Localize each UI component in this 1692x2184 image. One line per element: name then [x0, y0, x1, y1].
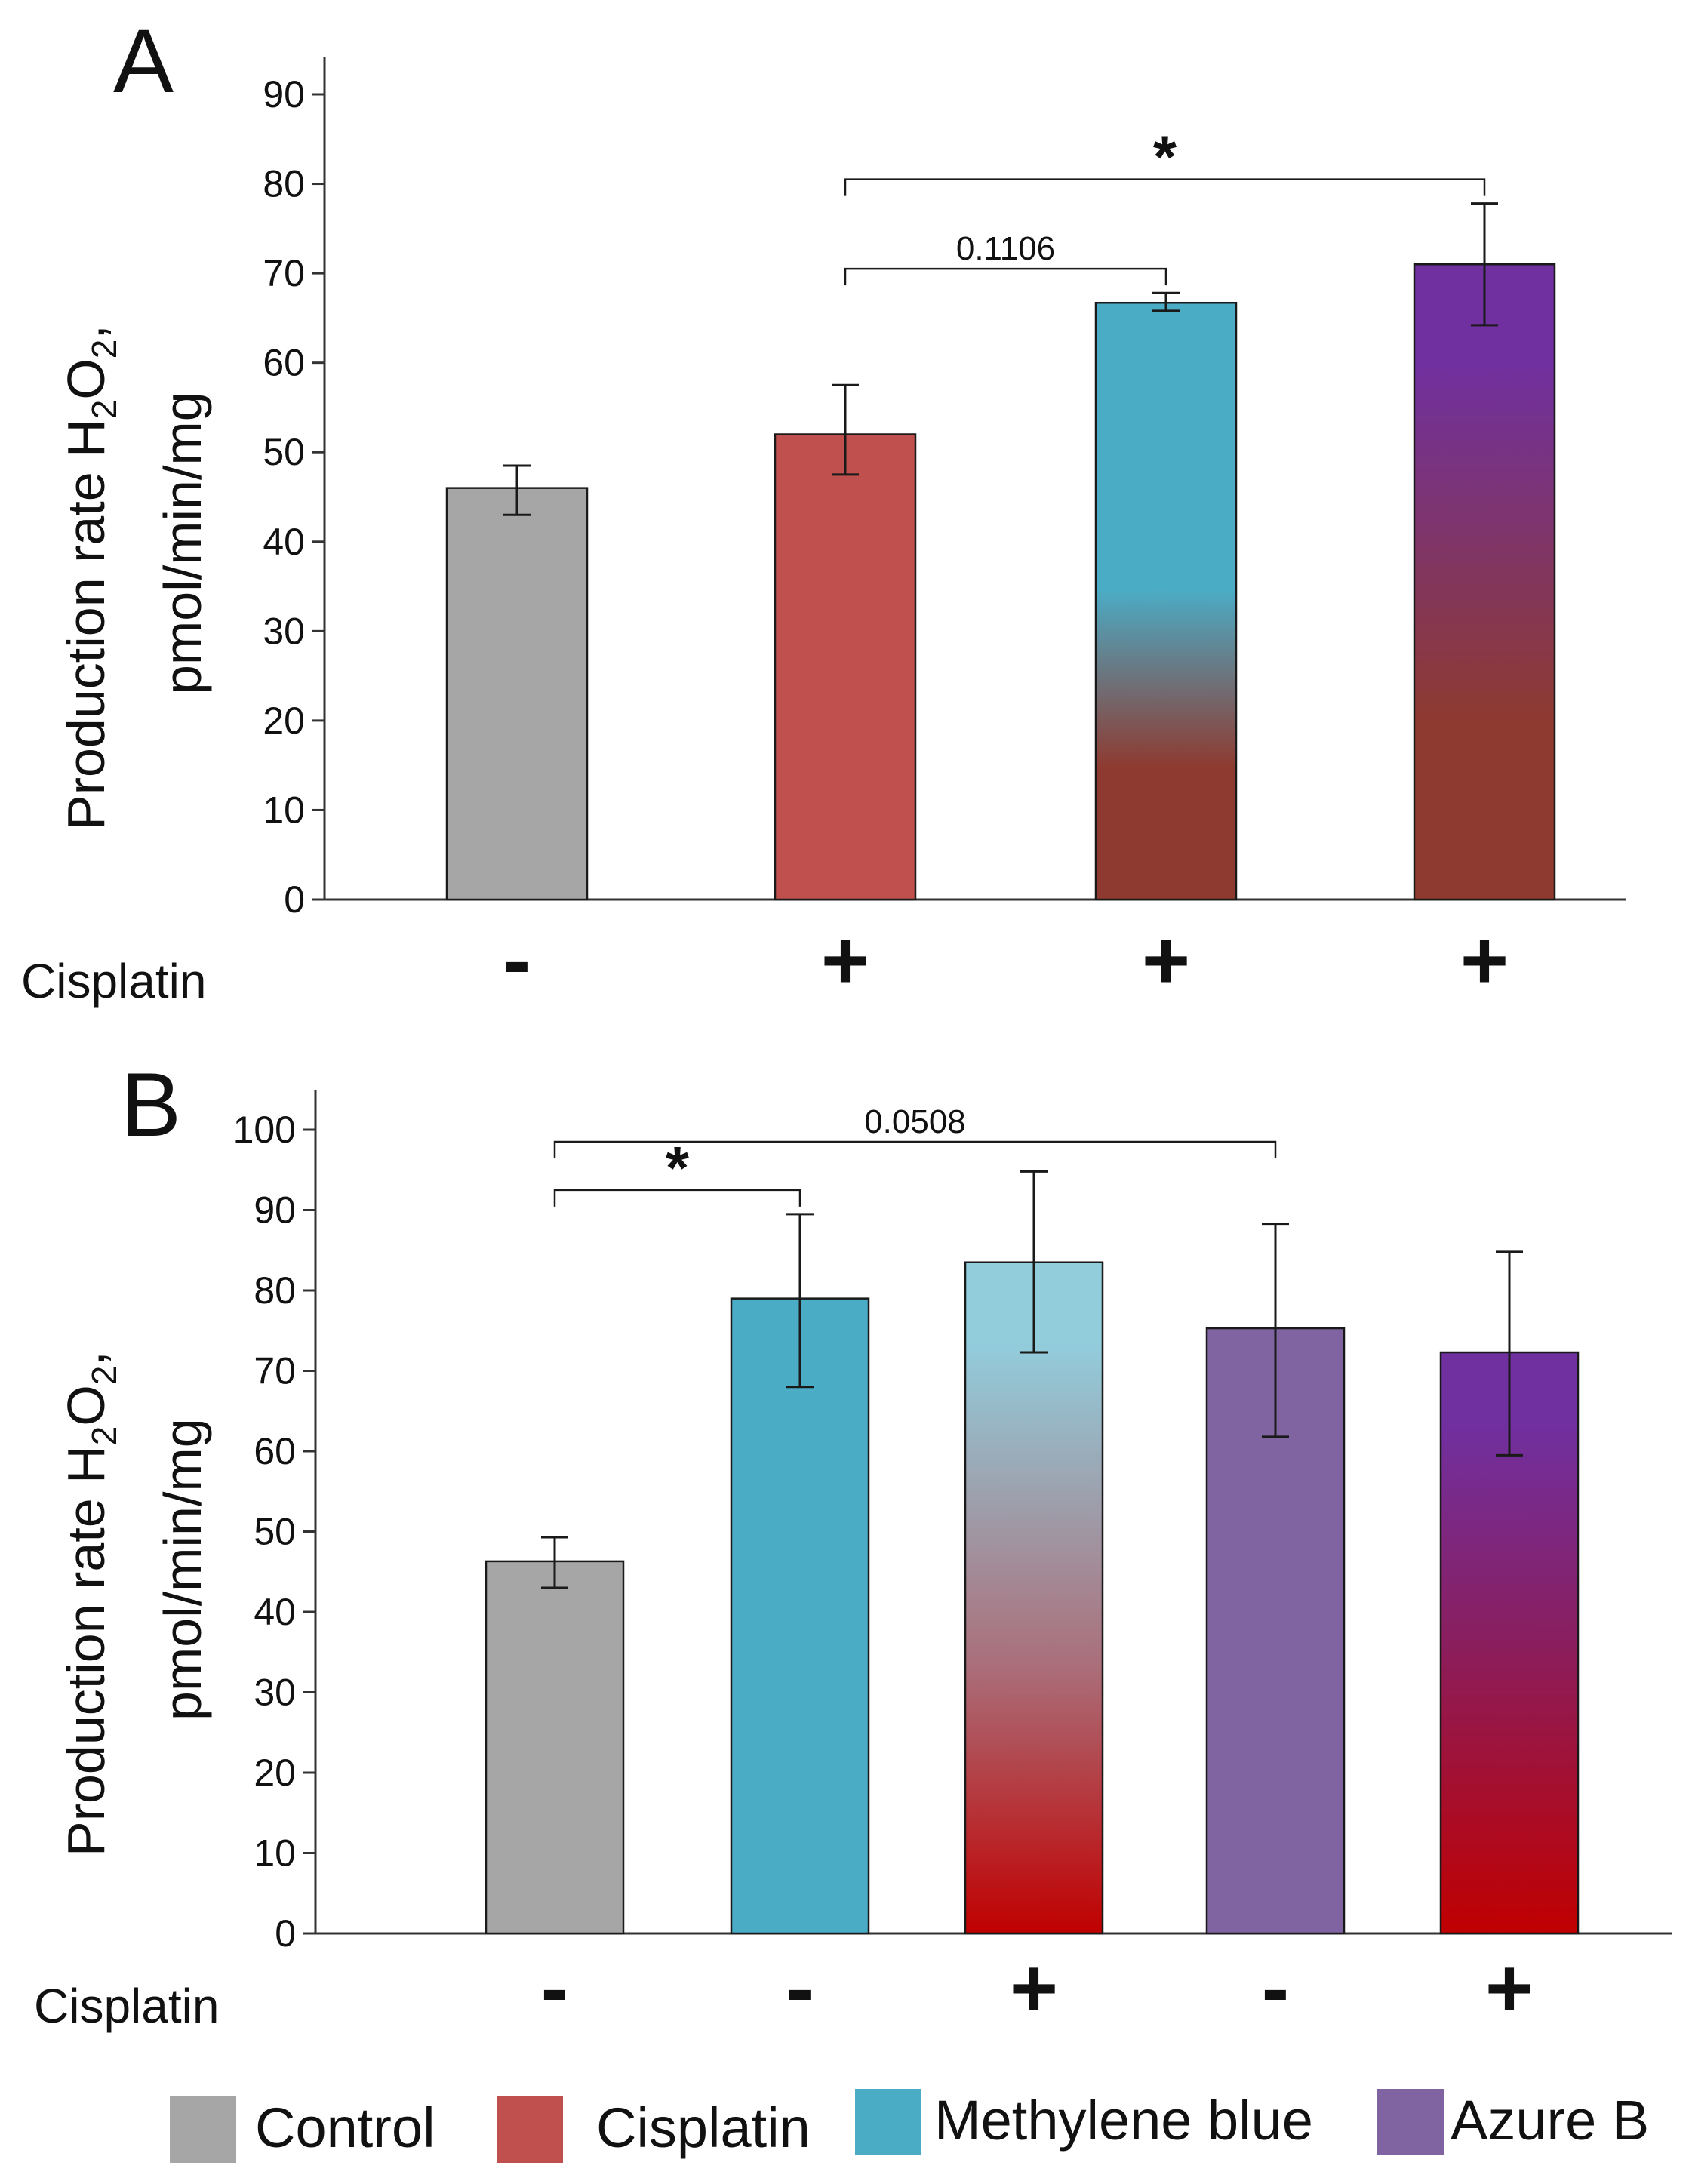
- panel-b-significance-label-1: *: [666, 1134, 690, 1201]
- panel-a-y-tick-label: 10: [263, 789, 305, 831]
- panel-a-error-bar-2: [832, 383, 859, 476]
- panel-b-y-tick-label: 70: [254, 1350, 296, 1392]
- panel-b-cisplatin-sign-4: -: [1262, 1942, 1290, 2035]
- panel-b-chart: B Production rate H2O2, pmol/min/mg 0 10 2…: [34, 1054, 1672, 2035]
- panel-a-bar-1: [445, 487, 589, 901]
- panel-a-bar-2: [774, 433, 917, 901]
- panel-a-letter: A: [113, 11, 174, 112]
- panel-b-significance-bracket-1: *: [553, 1134, 801, 1207]
- panel-a-y-tick-label: 90: [263, 73, 305, 115]
- panel-a-y-tick-label: 50: [263, 431, 305, 473]
- panel-b-y-tick-label: 100: [233, 1109, 296, 1151]
- panel-a-significance-label-2: *: [1153, 124, 1177, 191]
- panel-a-significance-bracket-2: *: [844, 124, 1486, 196]
- panel-b-cisplatin-sign-5: +: [1485, 1942, 1534, 2035]
- panel-a-chart: A Production rate H2O2, pmol/min/mg 0 10 2…: [21, 11, 1626, 1008]
- panel-b-error-bar-1: [541, 1536, 568, 1589]
- panel-b-y-tick-label: 20: [254, 1752, 296, 1794]
- panel-b-y-tick-label: 0: [275, 1912, 296, 1955]
- legend-label-control: Control: [255, 2096, 435, 2159]
- panel-a-cisplatin-sign-2: +: [821, 914, 869, 1007]
- panel-a-error-bar-3: [1152, 291, 1180, 312]
- panel-a-error-bar-4: [1471, 202, 1498, 327]
- panel-a-significance-label-1: 0.1106: [956, 230, 1055, 267]
- legend-swatch-azure-b: [1377, 2089, 1444, 2155]
- panel-a-y-tick-label: 80: [263, 163, 305, 205]
- panel-b-y-tick-label: 40: [254, 1591, 296, 1633]
- legend-swatch-control: [170, 2096, 236, 2163]
- legend-swatch-cisplatin: [497, 2096, 563, 2163]
- panel-a-y-tick-label: 0: [284, 878, 305, 921]
- panel-a-y-axis-title-line2: pmol/min/mg: [153, 392, 212, 694]
- panel-a-cisplatin-sign-3: +: [1142, 914, 1190, 1007]
- legend: Control Cisplatin Methylene blue Azure B: [170, 2089, 1649, 2163]
- panel-b-cisplatin-sign-1: -: [541, 1942, 569, 2035]
- panel-a-y-axis-title-line1: Production rate H2O2,: [57, 325, 124, 830]
- panel-b-y-tick-label: 50: [254, 1511, 296, 1553]
- panel-b-cisplatin-row-label: Cisplatin: [34, 1979, 219, 2033]
- panel-b-y-tick-label: 80: [254, 1269, 296, 1312]
- panel-b-significance-label-2: 0.0508: [864, 1103, 966, 1140]
- panel-b-bar-1: [485, 1560, 625, 1935]
- panel-b-y-tick-label: 10: [254, 1832, 296, 1875]
- panel-b-y-axis-title-line1: Production rate H2O2,: [57, 1351, 124, 1856]
- panel-a-significance-bracket-1: 0.1106: [844, 230, 1167, 286]
- legend-label-cisplatin: Cisplatin: [596, 2096, 811, 2159]
- panel-b-error-bar-5: [1496, 1250, 1523, 1457]
- panel-a-cisplatin-row-label: Cisplatin: [21, 954, 206, 1008]
- panel-a-bar-4: [1413, 263, 1556, 901]
- panel-a-cisplatin-sign-1: -: [503, 914, 531, 1007]
- panel-b-cisplatin-sign-2: -: [786, 1942, 814, 2035]
- panel-b-error-bar-3: [1020, 1170, 1048, 1354]
- panel-a-y-tick-label: 30: [263, 610, 305, 652]
- panel-b-y-tick-label: 90: [254, 1189, 296, 1232]
- panel-b-error-bar-2: [786, 1213, 814, 1389]
- panel-b-y-axis-title-line2: pmol/min/mg: [153, 1418, 212, 1721]
- panel-b-y-tick-label: 60: [254, 1430, 296, 1472]
- panel-a-error-bar-1: [503, 464, 531, 516]
- panel-b-error-bar-4: [1262, 1223, 1289, 1438]
- panel-b-letter: B: [121, 1054, 181, 1155]
- panel-b-cisplatin-sign-3: +: [1010, 1942, 1058, 2035]
- legend-label-methylene-blue: Methylene blue: [934, 2089, 1313, 2152]
- panel-a-y-tick-label: 40: [263, 521, 305, 563]
- panel-b-y-tick-label: 30: [254, 1672, 296, 1714]
- panel-b-significance-bracket-2: 0.0508: [553, 1103, 1277, 1158]
- panel-a-y-tick-label: 60: [263, 342, 305, 384]
- panel-a-cisplatin-sign-4: +: [1460, 914, 1509, 1007]
- panel-b-bar-2: [730, 1297, 870, 1935]
- panel-a-y-tick-label: 70: [263, 252, 305, 294]
- panel-a-bar-3: [1094, 301, 1238, 901]
- panel-a-y-tick-label: 20: [263, 700, 305, 742]
- legend-swatch-methylene-blue: [855, 2089, 921, 2155]
- legend-label-azure-b: Azure B: [1451, 2089, 1649, 2152]
- panel-b-bar-3: [964, 1261, 1104, 1935]
